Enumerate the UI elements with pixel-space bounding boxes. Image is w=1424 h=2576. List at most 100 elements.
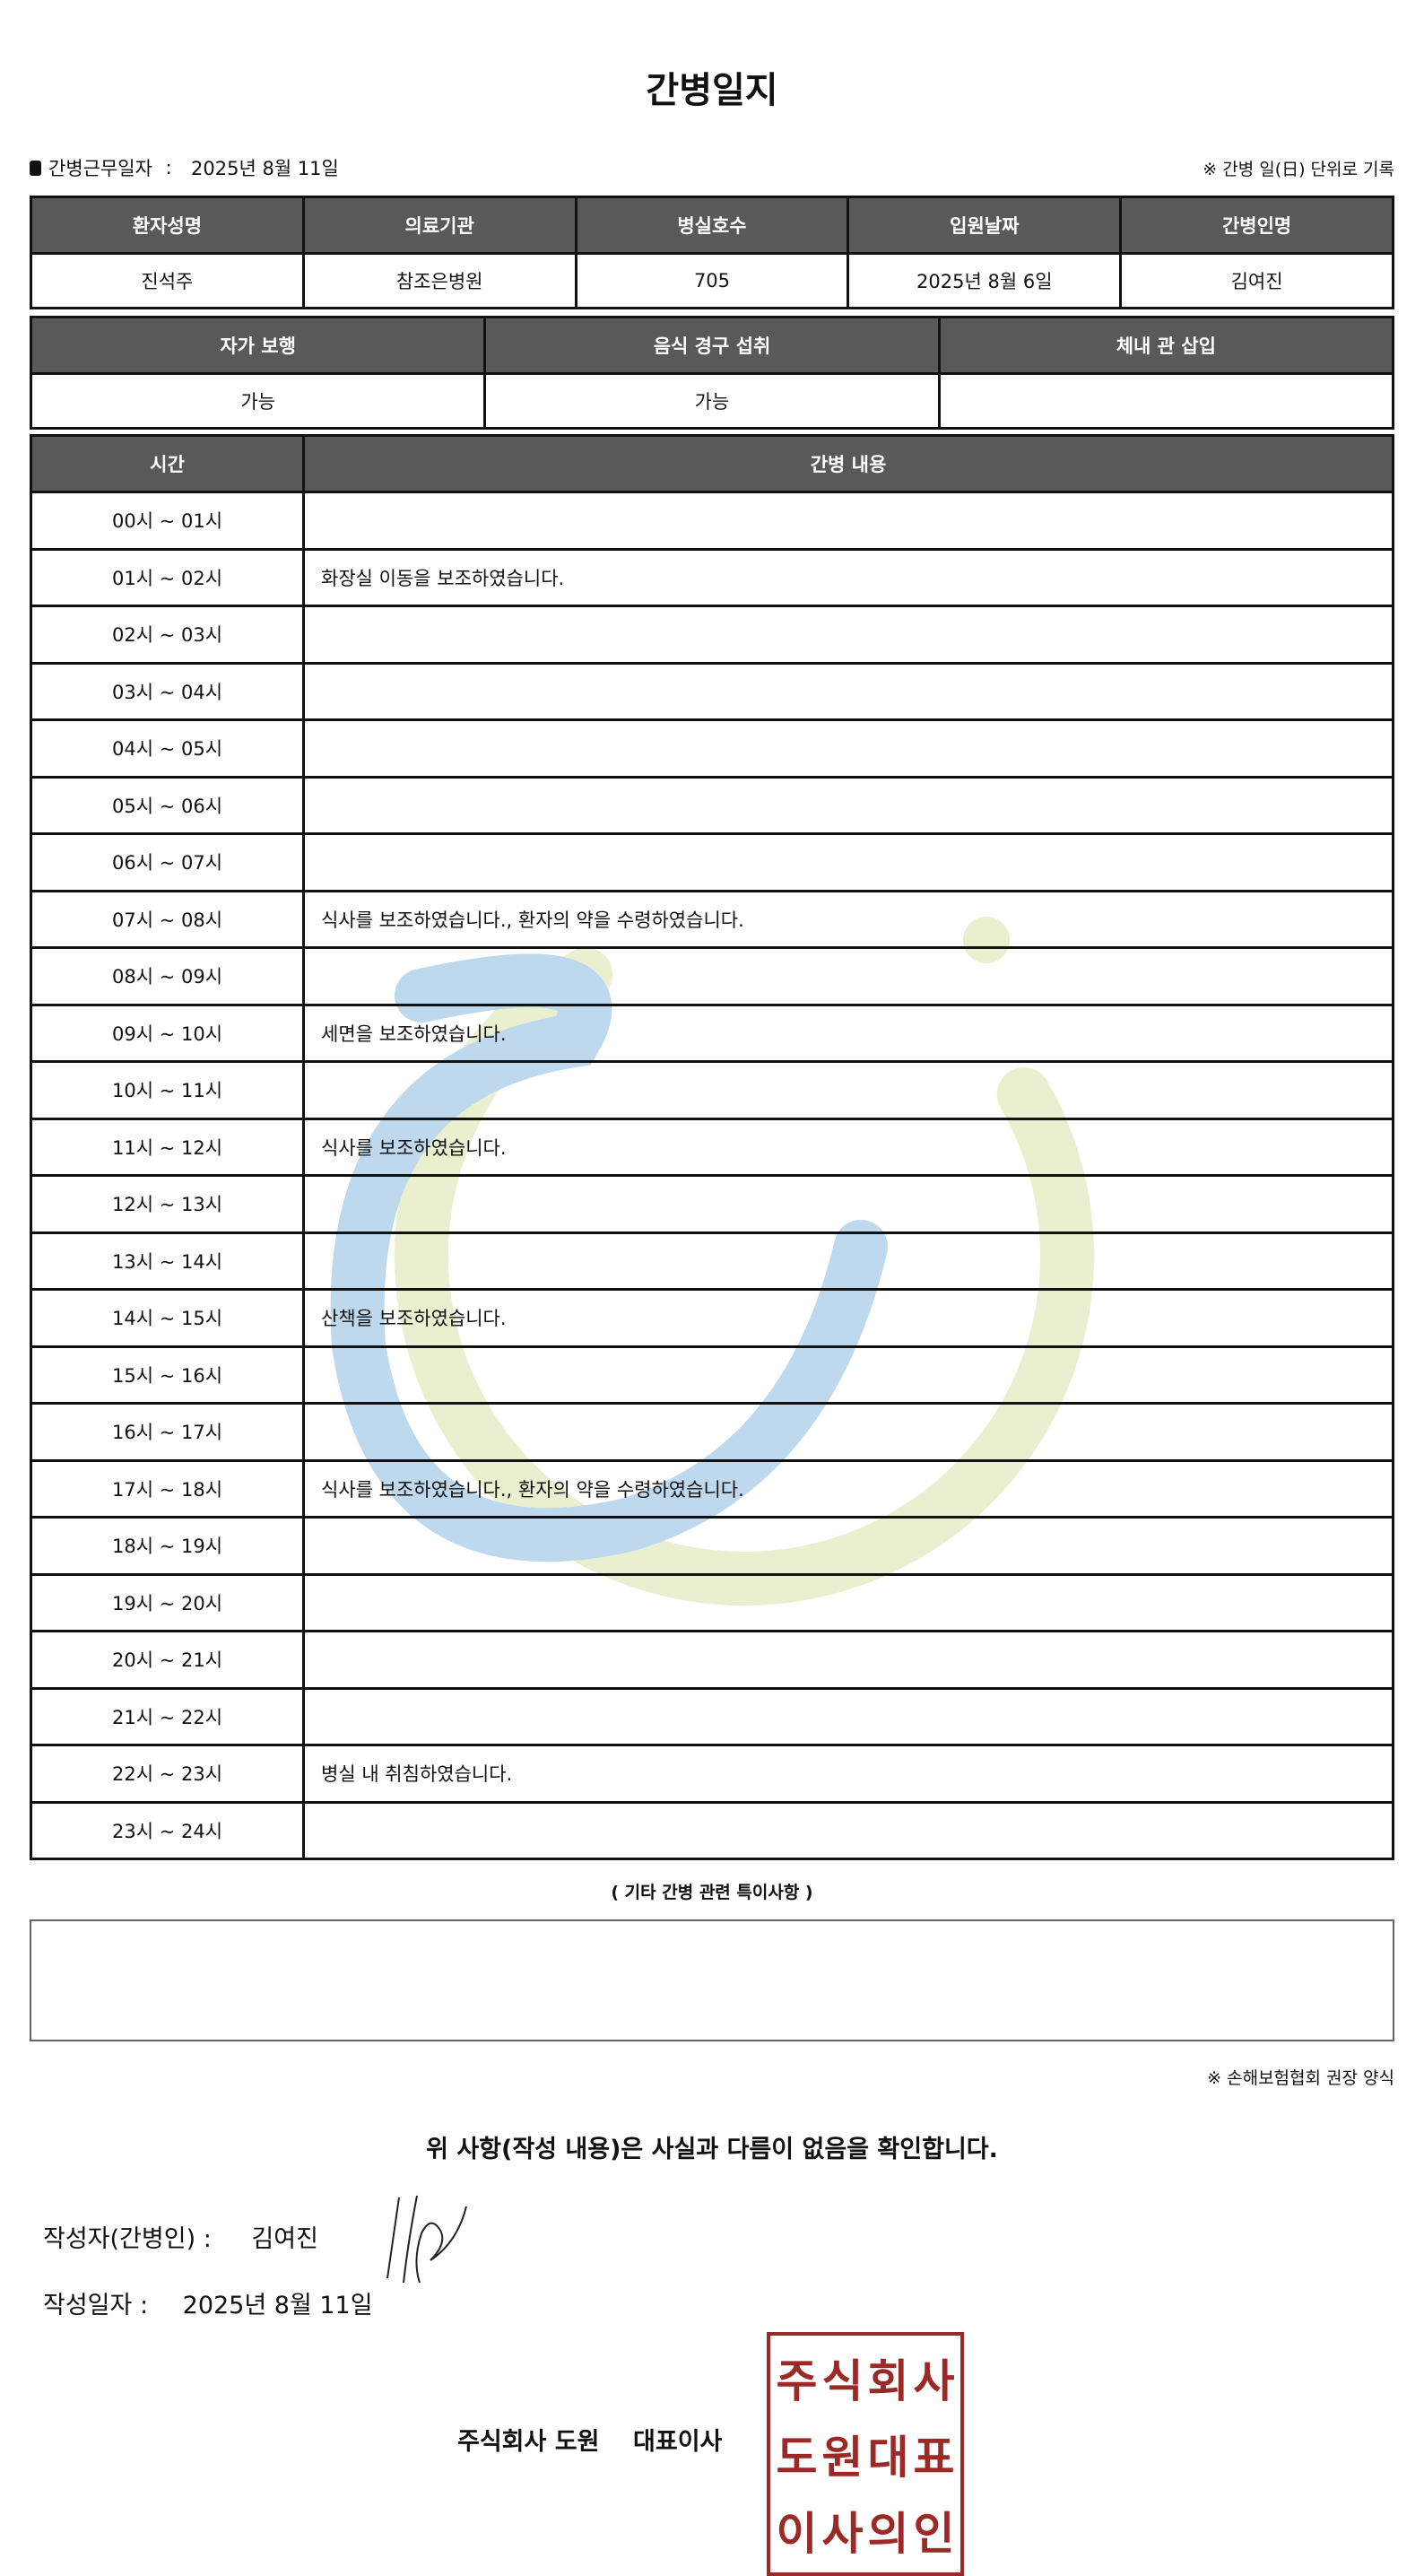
log-time: 17시 ~ 18시 [30, 1458, 305, 1519]
seal-character: 인 [913, 2508, 955, 2561]
writer-name: 김여진 [251, 2225, 318, 2253]
log-content [302, 775, 1394, 835]
notes-box [30, 1919, 1394, 2041]
colon: : [159, 157, 185, 178]
header-patient-name: 환자성명 [30, 196, 305, 255]
log-row: 08시 ~ 09시 [30, 946, 1394, 1006]
work-date-info: 간병근무일자 : 2025년 8월 11일 [30, 154, 339, 181]
log-time: 12시 ~ 13시 [30, 1174, 305, 1234]
seal-character: 사 [821, 2508, 864, 2561]
log-row: 06시 ~ 07시 [30, 832, 1394, 892]
log-row: 11시 ~ 12시 식사를 보조하였습니다. [30, 1117, 1394, 1177]
log-time: 16시 ~ 17시 [30, 1402, 305, 1462]
log-content: 병실 내 취침하였습니다. [302, 1744, 1394, 1804]
writer-label: 작성자(간병인) : [43, 2225, 212, 2253]
log-time: 18시 ~ 19시 [30, 1516, 305, 1576]
log-time: 09시 ~ 10시 [30, 1003, 305, 1063]
header-care-content: 간병 내용 [302, 434, 1394, 493]
log-content [302, 946, 1394, 1006]
log-time: 10시 ~ 11시 [30, 1060, 305, 1120]
log-time: 14시 ~ 15시 [30, 1288, 305, 1348]
log-time: 23시 ~ 24시 [30, 1800, 305, 1860]
log-content [302, 1345, 1394, 1405]
care-log-table: 시간 간병 내용 00시 ~ 01시 01시 ~ 02시 화장실 이동을 보조하였습… [30, 434, 1394, 1860]
log-row: 12시 ~ 13시 [30, 1174, 1394, 1234]
oral-intake: 가능 [483, 372, 941, 430]
admission-date: 2025년 8월 6일 [847, 252, 1123, 309]
notes-heading: ( 기타 간병 관련 특이사항 ) [611, 1883, 813, 1902]
log-time: 07시 ~ 08시 [30, 889, 305, 949]
log-row: 16시 ~ 17시 [30, 1402, 1394, 1462]
log-row: 04시 ~ 05시 [30, 718, 1394, 779]
log-row: 20시 ~ 21시 [30, 1630, 1394, 1690]
patient-name: 진석주 [30, 252, 305, 309]
header-oral-intake: 음식 경구 섭취 [483, 316, 941, 375]
log-row: 21시 ~ 22시 [30, 1686, 1394, 1746]
company-name: 주식회사 도원 대표이사 [457, 2428, 723, 2456]
log-content [302, 1174, 1394, 1234]
log-content [302, 1630, 1394, 1690]
log-row: 17시 ~ 18시 식사를 보조하였습니다., 환자의 약을 수령하였습니다. [30, 1458, 1394, 1519]
log-row: 07시 ~ 08시 식사를 보조하였습니다., 환자의 약을 수령하였습니다. [30, 889, 1394, 949]
writer-line: 작성자(간병인) : 김여진 [43, 2219, 318, 2254]
patient-info-table: 환자성명 의료기관 병실호수 입원날짜 간병인명 진석주 참조은병원 705 2… [30, 196, 1394, 309]
page-title: 간병일지 [646, 70, 778, 111]
log-time: 04시 ~ 05시 [30, 718, 305, 779]
log-time: 06시 ~ 07시 [30, 832, 305, 892]
log-row: 01시 ~ 02시 화장실 이동을 보조하였습니다. [30, 547, 1394, 607]
self-walking: 가능 [29, 372, 487, 430]
log-time: 03시 ~ 04시 [30, 661, 305, 721]
log-content [302, 718, 1394, 779]
log-content: 식사를 보조하였습니다. [302, 1117, 1394, 1177]
log-time: 22시 ~ 23시 [30, 1744, 305, 1804]
seal-character: 의 [867, 2508, 909, 2561]
header-tube-insertion: 체내 관 삽입 [937, 316, 1395, 375]
log-content [302, 832, 1394, 892]
log-content: 산책을 보조하였습니다. [302, 1288, 1394, 1348]
seal-character: 도 [776, 2431, 818, 2484]
patient-status-table: 자가 보행 음식 경구 섭취 체내 관 삽입 가능 가능 [29, 316, 1395, 430]
log-row: 19시 ~ 20시 [30, 1572, 1394, 1632]
log-time: 19시 ~ 20시 [30, 1572, 305, 1632]
log-row: 10시 ~ 11시 [30, 1060, 1394, 1120]
log-content: 세면을 보조하였습니다. [302, 1003, 1394, 1063]
seal-character: 회 [867, 2354, 909, 2407]
log-time: 20시 ~ 21시 [30, 1630, 305, 1690]
header-self-walking: 자가 보행 [29, 316, 487, 375]
bullet-icon [30, 160, 41, 176]
log-row: 14시 ~ 15시 산책을 보조하였습니다. [30, 1288, 1394, 1348]
log-time: 15시 ~ 16시 [30, 1345, 305, 1405]
log-row: 23시 ~ 24시 [30, 1800, 1394, 1860]
log-row: 00시 ~ 01시 [30, 491, 1394, 551]
written-date-line: 작성일자 : 2025년 8월 11일 [43, 2285, 373, 2320]
written-date: 2025년 8월 11일 [182, 2292, 373, 2319]
log-time: 21시 ~ 22시 [30, 1686, 305, 1746]
header-room: 병실호수 [574, 196, 850, 255]
tube-insertion [937, 372, 1395, 430]
log-content [302, 1516, 1394, 1576]
log-content: 화장실 이동을 보조하였습니다. [302, 547, 1394, 607]
log-row: 09시 ~ 10시 세면을 보조하였습니다. [30, 1003, 1394, 1063]
log-time: 11시 ~ 12시 [30, 1117, 305, 1177]
work-date-value: 2025년 8월 11일 [191, 158, 339, 179]
log-time: 13시 ~ 14시 [30, 1231, 305, 1291]
caregiver-name: 김여진 [1119, 252, 1394, 309]
room-number: 705 [574, 252, 850, 309]
record-note: ※ 간병 일(日) 단위로 기록 [1203, 160, 1394, 179]
log-content [302, 1060, 1394, 1120]
seal-character: 식 [821, 2354, 864, 2407]
header-time: 시간 [30, 434, 305, 493]
log-content [302, 1402, 1394, 1462]
log-time: 00시 ~ 01시 [30, 491, 305, 551]
seal-character: 주 [776, 2354, 818, 2407]
log-row: 02시 ~ 03시 [30, 605, 1394, 665]
seal-character: 사 [913, 2354, 955, 2407]
log-time: 01시 ~ 02시 [30, 547, 305, 607]
seal-character: 대 [867, 2431, 909, 2484]
header-admission-date: 입원날짜 [847, 196, 1123, 255]
log-time: 08시 ~ 09시 [30, 946, 305, 1006]
log-row: 15시 ~ 16시 [30, 1345, 1394, 1405]
log-content [302, 1572, 1394, 1632]
seal-character: 이 [776, 2508, 818, 2561]
